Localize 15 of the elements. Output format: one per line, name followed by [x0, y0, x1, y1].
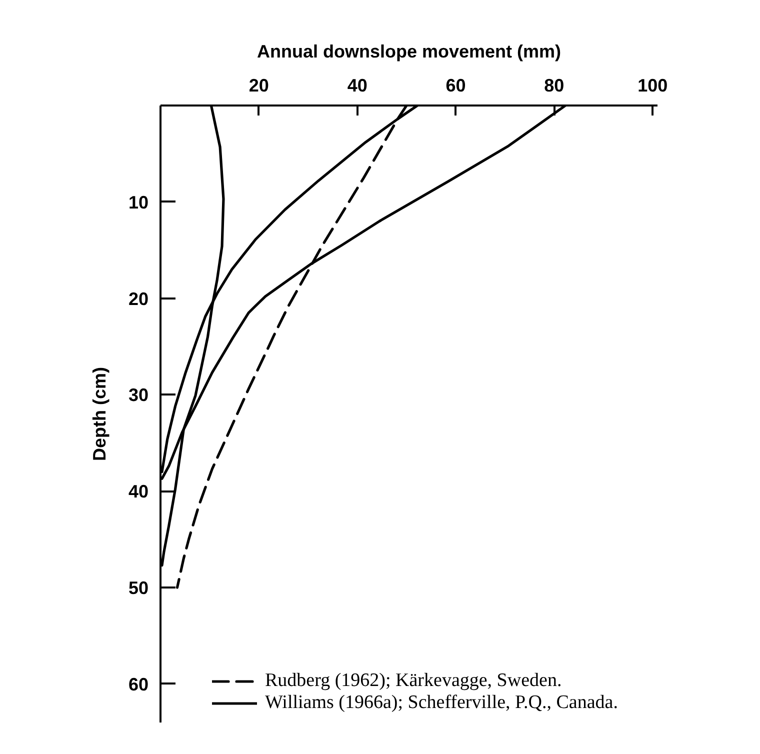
- y-tick-label: 60: [128, 674, 149, 694]
- y-tick-label: 40: [128, 482, 149, 502]
- legend-label: Williams (1966a); Schefferville, P.Q., Canada.: [265, 692, 618, 714]
- x-tick-label: 80: [544, 76, 564, 96]
- x-tick-label: 100: [638, 76, 668, 96]
- x-tick-label: 40: [347, 76, 368, 96]
- legend-label: Rudberg (1962); Kärkevagge, Sweden.: [265, 670, 562, 692]
- y-tick-label: 50: [128, 578, 149, 598]
- x-axis-title: Annual downslope movement (mm): [256, 42, 562, 62]
- y-tick-label: 10: [128, 192, 149, 212]
- x-tick-label: 60: [446, 76, 466, 96]
- y-axis-title: Depth (cm): [89, 366, 110, 461]
- y-tick-label: 20: [128, 288, 149, 309]
- x-tick-label: 20: [248, 76, 269, 96]
- y-tick-label: 30: [128, 385, 149, 406]
